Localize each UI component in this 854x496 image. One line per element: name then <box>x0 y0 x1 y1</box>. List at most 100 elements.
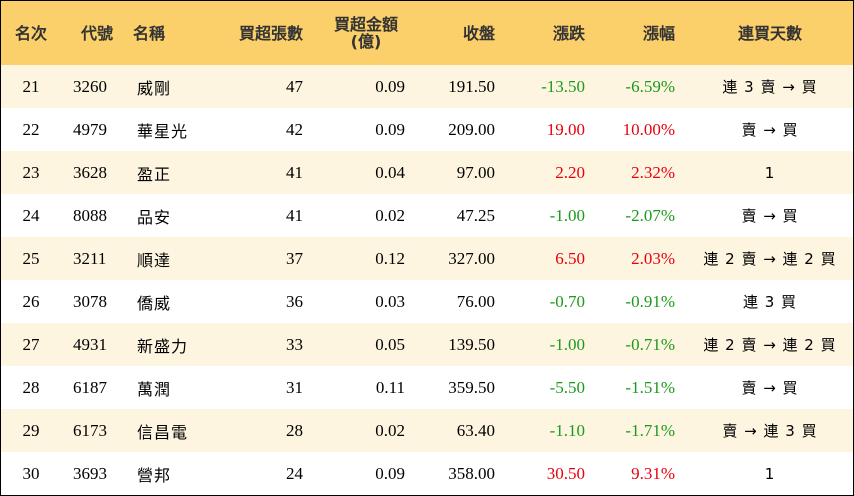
cell-consecutive-days: 賣 → 連 3 買 <box>722 422 818 440</box>
header-net-buy-amount: 買超金額 (億) <box>315 1 417 65</box>
cell-close: 139.50 <box>448 334 495 354</box>
cell-change: -5.50 <box>549 377 585 397</box>
table-row[interactable]: 29 6173 信昌電 28 0.02 63.40 -1.10 -1.71% 賣 → 連 3 買 <box>1 409 853 452</box>
cell-net-buy-lots: 41 <box>286 162 303 182</box>
cell-close: 76.00 <box>456 291 495 311</box>
cell-name: 信昌電 <box>137 422 189 442</box>
cell-consecutive-days: 賣 → 買 <box>741 121 799 139</box>
table-row[interactable]: 30 3693 營邦 24 0.09 358.00 30.50 9.31% 1 <box>1 452 853 495</box>
cell-consecutive-days: 賣 → 買 <box>741 379 799 397</box>
header-change-pct: 漲幅 <box>642 23 675 43</box>
table-row[interactable]: 27 4931 新盛力 33 0.05 139.50 -1.00 -0.71% 連 2 賣 → … <box>1 323 853 366</box>
cell-consecutive-days: 賣 → 買 <box>741 207 799 225</box>
header-net-buy-amount-line2: (億) <box>350 32 382 51</box>
cell-change: -1.10 <box>549 420 585 440</box>
cell-net-buy-amount: 0.04 <box>375 162 405 182</box>
header-rank: 名次 <box>14 23 47 43</box>
cell-close: 47.25 <box>456 205 495 225</box>
cell-change-pct: -1.71% <box>625 420 675 440</box>
cell-close: 358.00 <box>448 463 495 483</box>
cell-consecutive-days: 連 3 買 <box>742 293 798 311</box>
table-row[interactable]: 25 3211 順達 37 0.12 327.00 6.50 2.03% 連 2 賣 → 連 2… <box>1 237 853 280</box>
cell-code: 3211 <box>73 248 107 268</box>
header-code: 代號 <box>80 23 113 43</box>
cell-name: 萬潤 <box>137 379 172 399</box>
cell-rank: 30 <box>22 463 40 483</box>
cell-rank: 22 <box>22 119 40 139</box>
cell-net-buy-amount: 0.12 <box>375 248 405 268</box>
cell-change: 19.00 <box>546 119 585 139</box>
cell-change: 6.50 <box>555 248 585 268</box>
cell-close: 63.40 <box>456 420 495 440</box>
cell-code: 3260 <box>73 76 107 96</box>
header-net-buy-lots: 買超張數 <box>238 23 303 43</box>
cell-change-pct: 10.00% <box>622 119 675 139</box>
cell-close: 209.00 <box>448 119 495 139</box>
cell-consecutive-days: 連 2 賣 → 連 2 買 <box>703 336 837 354</box>
cell-name: 新盛力 <box>137 336 189 356</box>
table-row[interactable]: 22 4979 華星光 42 0.09 209.00 19.00 10.00% 賣 → 買 <box>1 108 853 151</box>
cell-code: 4931 <box>73 334 107 354</box>
cell-net-buy-lots: 28 <box>286 420 303 440</box>
cell-net-buy-lots: 31 <box>286 377 303 397</box>
cell-net-buy-amount: 0.11 <box>375 377 405 397</box>
cell-rank: 21 <box>22 76 40 96</box>
table-row[interactable]: 26 3078 僑威 36 0.03 76.00 -0.70 -0.91% 連 3 買 <box>1 280 853 323</box>
cell-net-buy-amount: 0.05 <box>375 334 405 354</box>
cell-rank: 28 <box>22 377 40 397</box>
cell-change-pct: 2.03% <box>631 248 675 268</box>
header-net-buy-amount-line1: 買超金額 <box>333 15 398 34</box>
cell-change-pct: 9.31% <box>631 463 675 483</box>
cell-code: 4979 <box>73 119 107 139</box>
cell-net-buy-amount: 0.09 <box>375 119 405 139</box>
cell-change: 2.20 <box>555 162 585 182</box>
table-row[interactable]: 21 3260 威剛 47 0.09 191.50 -13.50 -6.59% 連 3 賣 → … <box>1 65 853 108</box>
cell-name: 盈正 <box>137 164 172 184</box>
table-body: 21 3260 威剛 47 0.09 191.50 -13.50 -6.59% 連 3 賣 → … <box>1 65 853 495</box>
table-row[interactable]: 28 6187 萬潤 31 0.11 359.50 -5.50 -1.51% 賣 → 買 <box>1 366 853 409</box>
cell-net-buy-lots: 41 <box>286 205 303 225</box>
cell-net-buy-lots: 33 <box>286 334 303 354</box>
cell-change: -1.00 <box>549 205 585 225</box>
cell-change-pct: -6.59% <box>625 76 675 96</box>
header-change: 漲跌 <box>552 23 585 43</box>
table-header-row: 名次 代號 名稱 買超張數 買超金額 (億) 收盤 漲跌 漲幅 連買天數 <box>1 1 853 65</box>
table-row[interactable]: 24 8088 品安 41 0.02 47.25 -1.00 -2.07% 賣 → 買 <box>1 194 853 237</box>
cell-name: 僑威 <box>137 293 172 313</box>
header-name: 名稱 <box>133 23 166 43</box>
table-row[interactable]: 23 3628 盈正 41 0.04 97.00 2.20 2.32% 1 <box>1 151 853 194</box>
cell-rank: 26 <box>22 291 40 311</box>
cell-code: 3078 <box>73 291 107 311</box>
cell-rank: 29 <box>22 420 40 440</box>
header-close: 收盤 <box>462 23 495 43</box>
cell-change-pct: -2.07% <box>625 205 675 225</box>
cell-code: 3693 <box>73 463 107 483</box>
cell-close: 97.00 <box>456 162 495 182</box>
cell-net-buy-lots: 42 <box>286 119 303 139</box>
cell-change: -13.50 <box>541 76 585 96</box>
cell-change-pct: -1.51% <box>625 377 675 397</box>
cell-change-pct: -0.71% <box>625 334 675 354</box>
cell-code: 6187 <box>73 377 107 397</box>
cell-consecutive-days: 連 2 賣 → 連 2 買 <box>703 250 837 268</box>
cell-consecutive-days: 連 3 賣 → 買 <box>722 78 818 96</box>
cell-code: 6173 <box>73 420 107 440</box>
cell-net-buy-lots: 37 <box>286 248 303 268</box>
cell-change: -1.00 <box>549 334 585 354</box>
cell-net-buy-amount: 0.09 <box>375 76 405 96</box>
cell-rank: 27 <box>22 334 40 354</box>
cell-consecutive-days: 1 <box>764 464 776 483</box>
cell-name: 順達 <box>137 250 172 270</box>
cell-close: 359.50 <box>448 377 495 397</box>
cell-change: -0.70 <box>549 291 585 311</box>
cell-net-buy-lots: 47 <box>286 76 303 96</box>
cell-code: 8088 <box>73 205 107 225</box>
cell-net-buy-amount: 0.02 <box>375 205 405 225</box>
cell-consecutive-days: 1 <box>764 163 776 182</box>
cell-close: 327.00 <box>448 248 495 268</box>
cell-net-buy-lots: 36 <box>286 291 303 311</box>
cell-name: 威剛 <box>137 78 172 98</box>
cell-close: 191.50 <box>448 76 495 96</box>
cell-name: 品安 <box>137 207 172 227</box>
